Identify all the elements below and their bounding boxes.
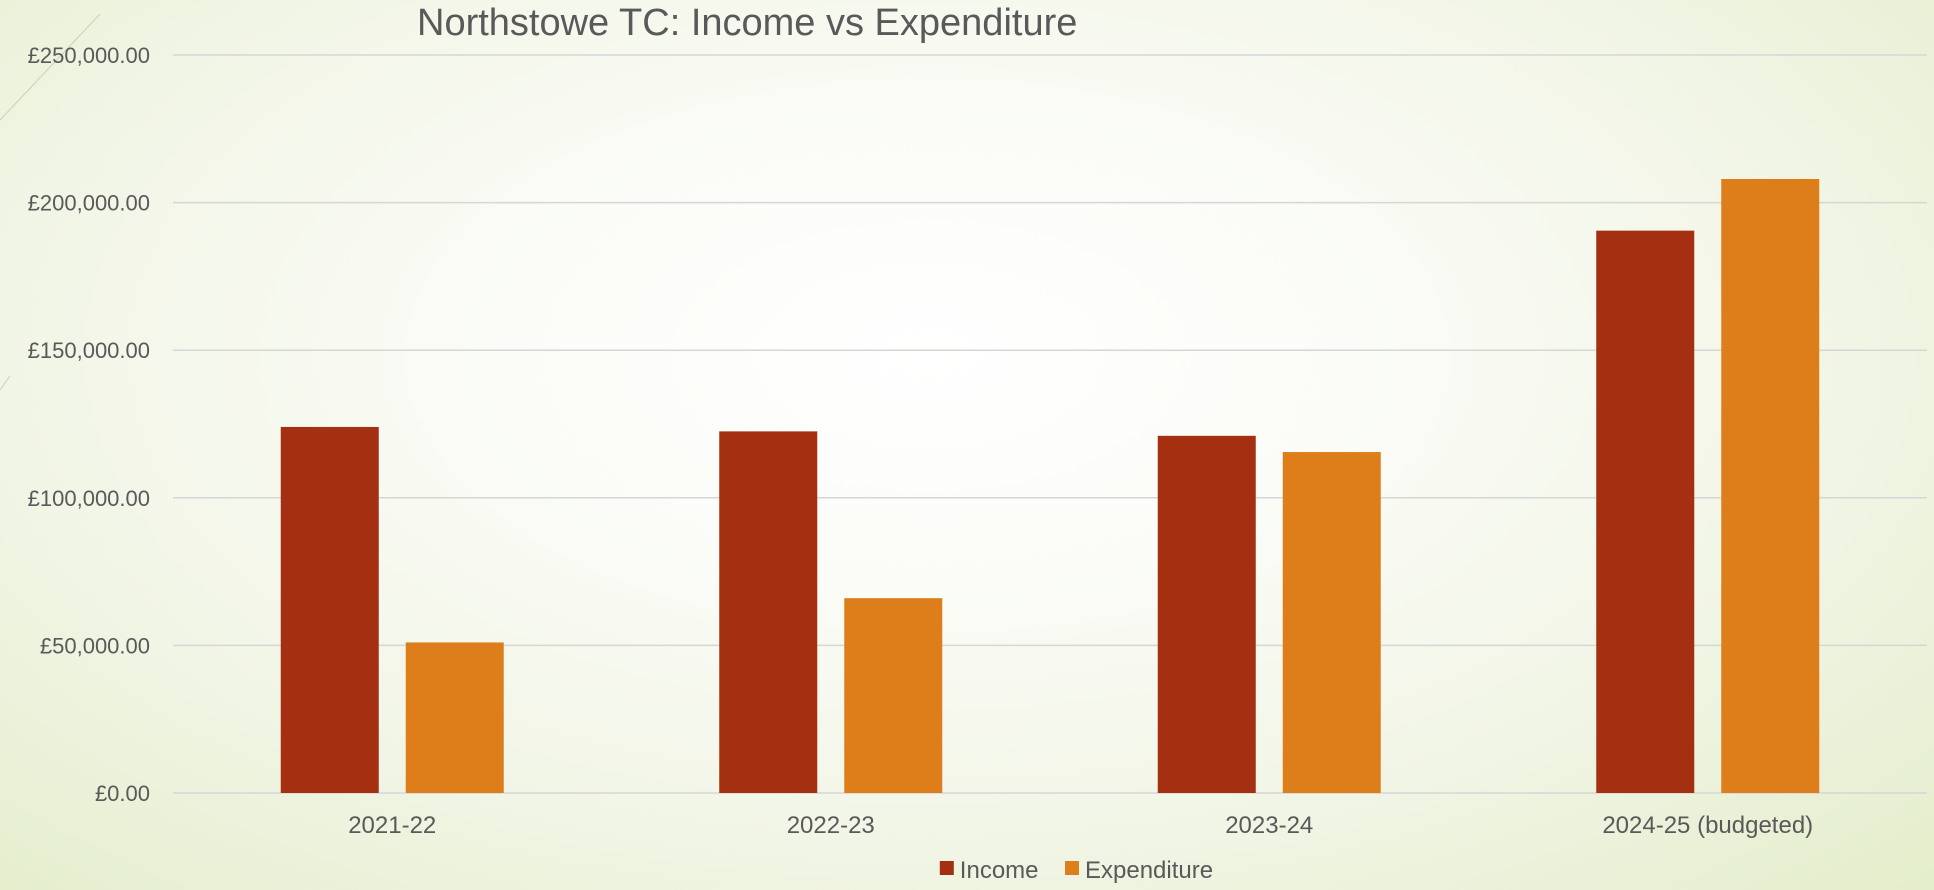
decorative-corner-line (0, 13, 101, 121)
y-tick-label: £100,000.00 (28, 486, 150, 511)
y-tick-label: £50,000.00 (40, 633, 150, 658)
bar-income-2023-24 (1157, 435, 1256, 793)
bar-expenditure-2024-25 (1721, 178, 1820, 793)
bars (280, 178, 1820, 794)
bar-expenditure-2022-23 (844, 598, 943, 793)
bar-expenditure-2021-22 (405, 642, 504, 793)
y-tick-label: £250,000.00 (28, 43, 150, 68)
x-tick-label: 2024-25 (budgeted) (1602, 812, 1813, 839)
y-tick-label: £0.00 (95, 781, 150, 806)
x-axis-tick-labels: 2021-22 2022-23 2023-24 2024-25 (budgeted) (348, 812, 1813, 839)
x-tick-label: 2023-24 (1225, 812, 1313, 839)
legend: Income Expenditure (939, 857, 1213, 884)
decorative-edge-line (0, 375, 11, 391)
legend-label-expenditure: Expenditure (1085, 857, 1213, 884)
y-tick-label: £200,000.00 (28, 191, 150, 216)
bar-income-2022-23 (719, 431, 818, 793)
bar-income-2021-22 (280, 426, 379, 793)
x-tick-label: 2021-22 (348, 812, 436, 839)
legend-swatch-income (939, 861, 954, 875)
bar-income-2024-25 (1596, 230, 1695, 794)
y-axis-tick-labels: £0.00 £50,000.00 £100,000.00 £150,000.00 £20… (28, 43, 150, 806)
bar-expenditure-2023-24 (1282, 452, 1381, 793)
chart-title: Northstowe TC: Income vs Expenditure (417, 2, 1078, 44)
legend-label-income: Income (960, 857, 1039, 884)
y-tick-label: £150,000.00 (28, 338, 150, 363)
legend-swatch-expenditure (1065, 861, 1079, 875)
x-tick-label: 2022-23 (787, 812, 875, 839)
